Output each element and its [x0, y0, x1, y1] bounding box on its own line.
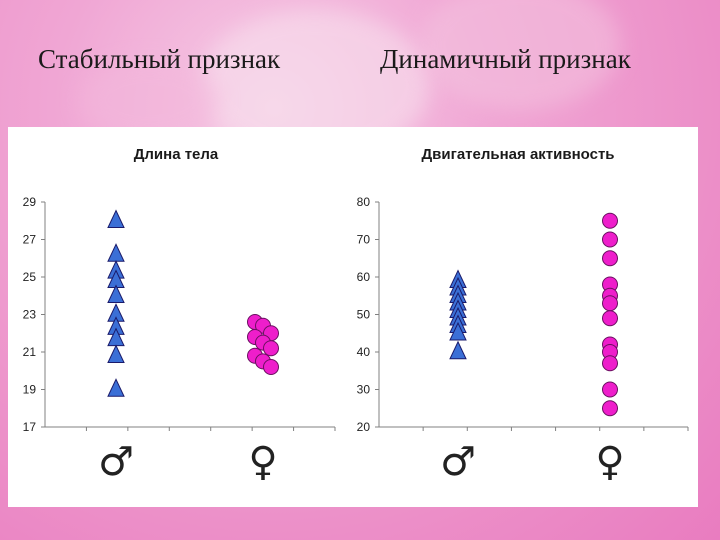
male-data-point — [449, 340, 467, 360]
y-tick-label: 23 — [23, 308, 37, 322]
male-data-point — [107, 243, 125, 262]
male-symbol-icon: ♂ — [98, 439, 134, 485]
y-tick-label: 17 — [23, 420, 37, 434]
y-tick-label: 25 — [23, 270, 37, 284]
male-data-point — [107, 378, 125, 397]
female-data-point — [602, 310, 618, 327]
female-symbol-icon: ♀ — [248, 439, 277, 485]
female-data-point — [602, 355, 618, 372]
y-tick-label: 30 — [357, 383, 371, 397]
y-tick-label: 20 — [357, 420, 371, 434]
y-tick-label: 80 — [357, 195, 371, 209]
female-symbol-icon: ♀ — [595, 439, 624, 485]
background-blob — [80, 60, 220, 140]
male-data-point — [107, 284, 125, 304]
background-blob — [420, 0, 620, 110]
male-data-point — [107, 209, 125, 229]
y-tick-label: 21 — [23, 345, 37, 359]
female-data-point — [263, 359, 279, 375]
charts-svg: Длина тела 17 19 21 23 25 27 29 ♂ ♀ Двигательная а… — [23, 146, 689, 485]
y-tick-label: 40 — [357, 345, 371, 359]
female-data-point — [602, 400, 618, 417]
female-data-point — [263, 340, 279, 357]
y-tick-label: 29 — [23, 195, 37, 209]
female-data-point — [602, 250, 618, 267]
male-symbol-icon: ♂ — [440, 439, 476, 485]
female-data-point — [602, 231, 618, 248]
chart-title: Двигательная активность — [421, 146, 614, 163]
y-tick-label: 27 — [23, 233, 37, 247]
female-data-point — [602, 381, 618, 398]
female-data-point — [602, 295, 618, 312]
chart-panel: Длина тела 17 19 21 23 25 27 29 ♂ ♀ Двигательная а… — [8, 127, 698, 507]
female-data-point — [602, 212, 618, 229]
y-tick-label: 70 — [357, 233, 371, 247]
male-data-point — [107, 344, 125, 364]
chart-title: Длина тела — [134, 146, 219, 163]
y-tick-label: 50 — [357, 308, 371, 322]
y-tick-label: 60 — [357, 270, 371, 284]
male-data-point — [449, 321, 467, 341]
heading-dynamic-trait: Динамичный признак — [380, 44, 631, 74]
heading-stable-trait: Стабильный признак — [38, 44, 281, 74]
y-tick-label: 19 — [23, 383, 37, 397]
